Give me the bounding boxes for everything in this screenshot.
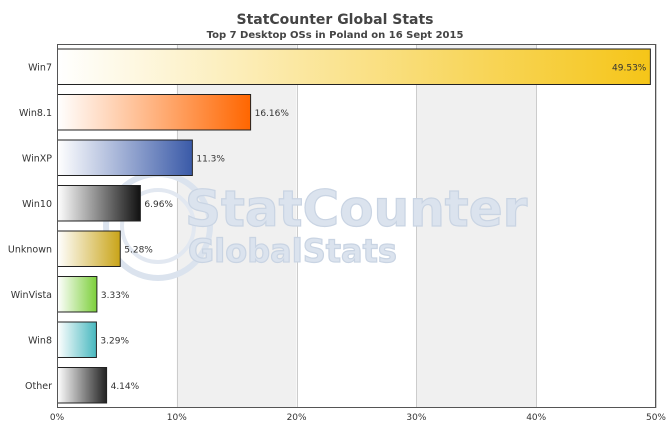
value-label: 3.29%	[100, 336, 129, 346]
bar-other	[57, 367, 108, 404]
value-label: 4.14%	[111, 382, 140, 392]
grid-band	[416, 44, 537, 408]
category-label: WinVista	[11, 290, 52, 301]
value-label: 3.33%	[101, 291, 130, 301]
x-tick-labels: 0% 10% 20% 30% 40% 50%	[50, 413, 667, 423]
bar-win10	[57, 185, 141, 222]
grid-band	[296, 44, 417, 408]
x-tick-label: 10%	[167, 413, 187, 423]
bars	[57, 48, 651, 404]
x-tick-label: 40%	[526, 413, 546, 423]
chart-subtitle: Top 7 Desktop OSs in Poland on 16 Sept 2…	[206, 30, 464, 41]
plot-border	[57, 44, 656, 408]
chart-title: StatCounter Global Stats	[236, 12, 434, 28]
x-tick-label: 30%	[406, 413, 426, 423]
category-labels: Win7 Win8.1 WinXP Win10 Unknown WinVista Win8 O…	[8, 62, 52, 392]
category-label: Win10	[22, 199, 52, 210]
value-label: 5.28%	[124, 245, 153, 255]
category-label: Win8	[28, 335, 52, 346]
x-tick-label: 50%	[646, 413, 666, 423]
x-tick-label: 20%	[287, 413, 307, 423]
category-label: WinXP	[22, 153, 52, 164]
watermark-text-1: StatCounter	[185, 180, 528, 238]
category-label: Unknown	[8, 244, 52, 255]
grid-band	[536, 44, 656, 408]
value-label: 11.3%	[196, 154, 225, 164]
category-label: Other	[25, 381, 52, 392]
x-tick-label: 0%	[50, 413, 65, 423]
bar-win7	[57, 48, 651, 85]
statcounter-watermark: StatCounter GlobalStats	[103, 171, 528, 281]
value-label: 6.96%	[144, 200, 173, 210]
category-label: Win7	[28, 62, 52, 73]
bar-winxp	[57, 139, 193, 176]
watermark-text-2: GlobalStats	[188, 232, 397, 270]
value-labels: 49.53% 16.16% 11.3% 6.96% 5.28% 3.33% 3.29% 4.1…	[100, 63, 646, 392]
category-label: Win8.1	[19, 108, 52, 119]
bar-win8.1	[57, 94, 252, 131]
value-label: 16.16%	[255, 109, 290, 119]
bar-winvista	[57, 276, 98, 313]
bar-unknown	[57, 230, 121, 267]
bar-win8	[57, 321, 97, 358]
value-label: 49.53%	[612, 63, 647, 73]
